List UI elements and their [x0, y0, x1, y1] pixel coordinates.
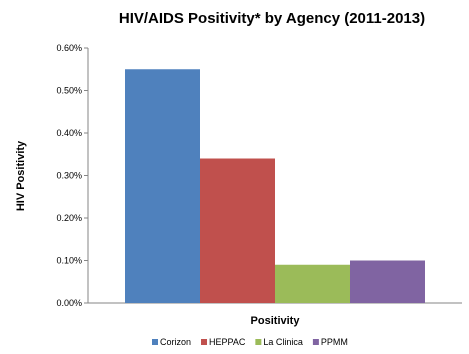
- y-tick-label: 0.00%: [56, 298, 82, 308]
- chart-title: HIV/AIDS Positivity* by Agency (2011-201…: [119, 10, 425, 27]
- legend-swatch-ppmm: [312, 339, 319, 345]
- legend-label-ppmm: PPMM: [321, 337, 348, 347]
- legend-label-heppac: HEPPAC: [209, 337, 246, 347]
- y-tick-label: 0.40%: [56, 128, 82, 138]
- legend-label-corizon: Corizon: [160, 337, 191, 347]
- bar-heppac: [200, 158, 275, 303]
- bar-corizon: [125, 69, 200, 303]
- legend-swatch-la-clinica: [255, 339, 262, 345]
- x-axis-title: Positivity: [251, 315, 301, 327]
- plot-area: 0.00% 0.10% 0.20% 0.30% 0.40% 0.50% 0.60%: [56, 43, 462, 308]
- y-tick-label: 0.10%: [56, 256, 82, 266]
- y-tick-label: 0.20%: [56, 213, 82, 223]
- legend-swatch-heppac: [201, 339, 208, 345]
- y-tick-label: 0.30%: [56, 171, 82, 181]
- bar-ppmm: [350, 260, 425, 303]
- bar-la-clinica: [275, 264, 350, 303]
- legend-swatch-corizon: [152, 339, 158, 345]
- y-tick-label: 0.60%: [56, 43, 82, 53]
- y-axis-title: HIV Positivity: [15, 140, 27, 211]
- y-tick-label: 0.50%: [56, 86, 82, 96]
- legend-label-la-clinica: La Clinica: [263, 337, 303, 347]
- legend: Corizon HEPPAC La Clinica PPMM: [152, 337, 348, 347]
